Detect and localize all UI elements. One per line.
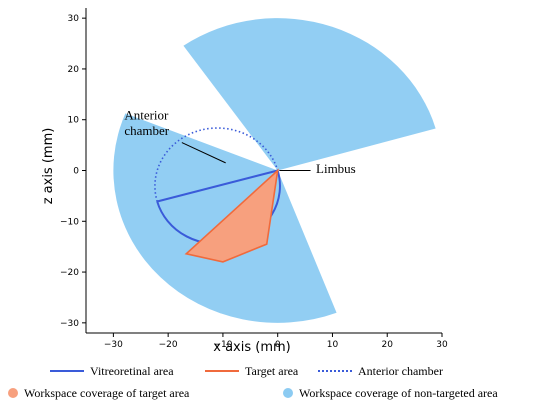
legend-label-anterior: Anterior chamber xyxy=(358,363,443,378)
y-tick-label: −30 xyxy=(60,319,79,329)
legend-item-coverage-target: Workspace coverage of target area xyxy=(8,384,189,402)
legend-item-vitreoretinal: Vitreoretinal area xyxy=(50,362,174,380)
legend-label-target: Target area xyxy=(245,363,299,378)
legend-item-target: Target area xyxy=(205,362,298,380)
limbus-line xyxy=(156,169,278,203)
legend-row-1: Vitreoretinal area Target area Anterior … xyxy=(0,362,550,380)
legend-item-coverage-nontarget: Workspace coverage of non-targeted area xyxy=(283,384,498,402)
x-tick-label: 10 xyxy=(327,340,339,350)
anterior-swatch xyxy=(318,370,352,372)
legend-label-coverage-target: Workspace coverage of target area xyxy=(24,385,190,400)
x-tick-label: 30 xyxy=(436,340,448,350)
legend-label-coverage-nontarget: Workspace coverage of non-targeted area xyxy=(299,385,498,400)
legend-item-anterior: Anterior chamber xyxy=(318,362,443,380)
target-area xyxy=(184,168,279,263)
coverage-wedge-upper xyxy=(183,18,436,171)
x-tick-label: −10 xyxy=(213,340,232,350)
annotation-chamber: chamber xyxy=(124,123,169,138)
y-tick-label: 10 xyxy=(68,116,80,126)
coverage-target-swatch xyxy=(8,388,18,398)
y-tick-label: −20 xyxy=(60,268,79,278)
plot-area xyxy=(113,18,436,323)
annotation-anterior: Anterior xyxy=(124,108,169,123)
vitreoretinal-swatch xyxy=(50,370,84,372)
y-tick-label: −10 xyxy=(60,217,79,227)
anterior-leader-line xyxy=(181,142,226,164)
annotation-limbus: Limbus xyxy=(316,161,356,176)
anterior-chamber-arc xyxy=(154,127,279,202)
legend-label-vitreoretinal: Vitreoretinal area xyxy=(90,363,174,378)
y-tick-label: 30 xyxy=(68,14,80,24)
x-tick-label: 0 xyxy=(275,340,281,350)
x-axis-title: x axis (mm) xyxy=(213,340,290,355)
x-tick-label: −30 xyxy=(104,340,123,350)
axes: −30 −20 −10 0 10 20 30 −30 −20 −10 0 10 20 30 xyxy=(60,8,448,350)
y-axis-title: z axis (mm) xyxy=(41,128,56,205)
y-tick-label: 0 xyxy=(73,167,79,177)
y-tick-label: 20 xyxy=(68,65,80,75)
coverage-nontarget-swatch xyxy=(283,388,293,398)
x-tick-label: −20 xyxy=(159,340,178,350)
x-tick-label: 20 xyxy=(382,340,394,350)
legend-row-2: Workspace coverage of target area Worksp… xyxy=(0,384,550,402)
target-swatch xyxy=(205,370,239,372)
